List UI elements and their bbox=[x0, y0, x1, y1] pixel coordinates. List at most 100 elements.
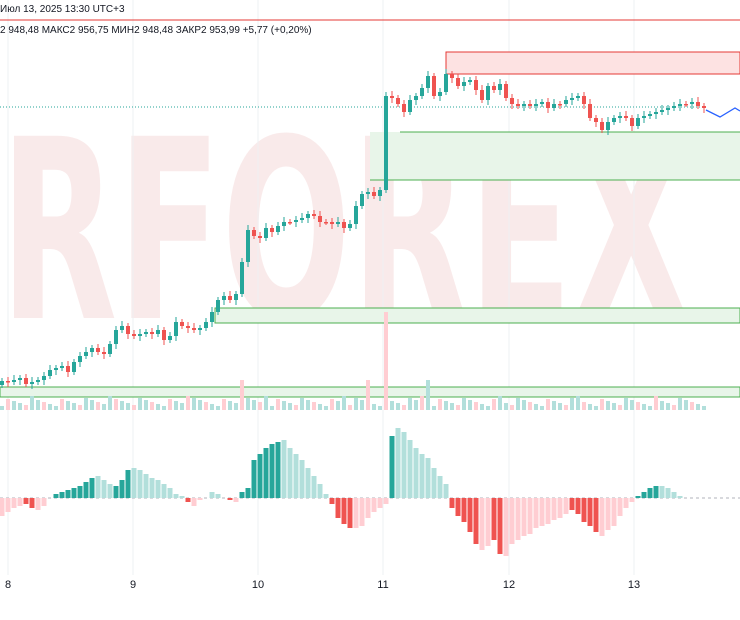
header-ohlc: 2 948,48 МАКС2 956,75 МИН2 948,48 ЗАКР2 … bbox=[0, 25, 312, 36]
histogram-bar bbox=[167, 488, 173, 498]
time-axis: 8 9 10 11 12 13 bbox=[5, 579, 640, 591]
volume-bar bbox=[354, 398, 358, 410]
candle-body bbox=[54, 368, 58, 370]
histogram-bar bbox=[215, 494, 221, 498]
histogram-bar bbox=[11, 498, 17, 508]
volume-bar bbox=[222, 399, 226, 410]
histogram-bar bbox=[467, 498, 473, 532]
candle-body bbox=[204, 322, 208, 328]
volume-bar bbox=[546, 399, 550, 410]
histogram-bar bbox=[509, 498, 515, 544]
volume-bar bbox=[210, 404, 214, 410]
candle-body bbox=[666, 108, 670, 110]
volume-bar bbox=[288, 403, 292, 410]
histogram-bar bbox=[287, 448, 293, 498]
candle-body bbox=[84, 352, 88, 356]
histogram-bar bbox=[623, 498, 629, 508]
histogram-bar bbox=[35, 498, 41, 510]
candle-body bbox=[612, 118, 616, 122]
candle-body bbox=[186, 326, 190, 328]
candle-body bbox=[24, 378, 28, 384]
volume-bar bbox=[228, 401, 232, 410]
candle-body bbox=[288, 222, 292, 224]
histogram-bar bbox=[239, 492, 245, 498]
histogram-bar bbox=[593, 498, 599, 532]
resistance-zone bbox=[445, 51, 740, 75]
volume-bar bbox=[60, 399, 64, 410]
x-tick-label: 11 bbox=[377, 579, 388, 591]
volume-bar bbox=[594, 406, 598, 410]
volume-bar bbox=[678, 398, 682, 410]
volume-bar bbox=[552, 401, 556, 410]
candle-body bbox=[582, 96, 586, 104]
candle-body bbox=[30, 382, 34, 384]
volume-bar bbox=[558, 403, 562, 410]
candle-body bbox=[510, 98, 514, 104]
volume-bar bbox=[528, 402, 532, 410]
candle-body bbox=[108, 344, 112, 354]
histogram-bar bbox=[557, 498, 563, 518]
candle-body bbox=[372, 192, 376, 196]
candle-body bbox=[192, 328, 196, 330]
histogram-bar bbox=[305, 468, 311, 498]
histogram-bar bbox=[179, 496, 185, 498]
candle-body bbox=[246, 230, 250, 262]
candle-body bbox=[126, 326, 130, 334]
volume-bar bbox=[444, 401, 448, 410]
volume-bar bbox=[402, 405, 406, 410]
candle-body bbox=[102, 352, 106, 354]
histogram-bar bbox=[539, 498, 545, 526]
candle-body bbox=[42, 376, 46, 380]
candle-body bbox=[630, 118, 634, 126]
volume-bar bbox=[480, 404, 484, 410]
candle-body bbox=[258, 236, 262, 238]
histogram-bar bbox=[137, 470, 143, 498]
volume-bar bbox=[666, 403, 670, 410]
volume-bar bbox=[612, 403, 616, 410]
histogram-bar bbox=[293, 454, 299, 498]
histogram-bar bbox=[89, 478, 95, 498]
histogram-bar bbox=[377, 498, 383, 508]
candle-body bbox=[444, 74, 448, 92]
histogram-bar bbox=[617, 498, 623, 516]
volume-bar bbox=[90, 400, 94, 410]
histogram-bar bbox=[17, 498, 23, 506]
candle-body bbox=[276, 226, 280, 232]
candle-body bbox=[678, 104, 682, 106]
histogram-bar bbox=[431, 468, 437, 498]
candle-body bbox=[600, 122, 604, 130]
candle-body bbox=[522, 104, 526, 106]
volume-bar bbox=[498, 396, 502, 410]
candle-body bbox=[300, 218, 304, 220]
volume-bar bbox=[180, 403, 184, 410]
candle-body bbox=[588, 104, 592, 118]
candle-body bbox=[240, 262, 244, 294]
histogram-bar bbox=[0, 498, 5, 516]
candle-body bbox=[618, 116, 622, 118]
volume-bar bbox=[684, 400, 688, 410]
volume-bar bbox=[660, 401, 664, 410]
candlesticks bbox=[0, 69, 706, 389]
candle-body bbox=[66, 366, 70, 372]
histogram-bar bbox=[149, 478, 155, 498]
candle-body bbox=[516, 104, 520, 106]
volume-bar bbox=[504, 403, 508, 410]
histogram-bar bbox=[311, 476, 317, 498]
volume-bar bbox=[702, 406, 706, 410]
candle-body bbox=[390, 96, 394, 98]
candle-body bbox=[672, 106, 676, 108]
histogram-bar bbox=[563, 498, 569, 514]
histogram-bar bbox=[185, 498, 191, 502]
volume-bar bbox=[84, 398, 88, 410]
histogram-bar bbox=[275, 442, 281, 498]
histogram-bar bbox=[581, 498, 587, 522]
volume-bar bbox=[0, 406, 4, 410]
histogram-bar bbox=[659, 486, 665, 498]
candle-body bbox=[474, 80, 478, 90]
candle-body bbox=[534, 104, 538, 106]
histogram-bar bbox=[461, 498, 467, 522]
candle-body bbox=[6, 381, 10, 383]
volume-bars bbox=[0, 312, 706, 410]
histogram-bar bbox=[269, 444, 275, 498]
